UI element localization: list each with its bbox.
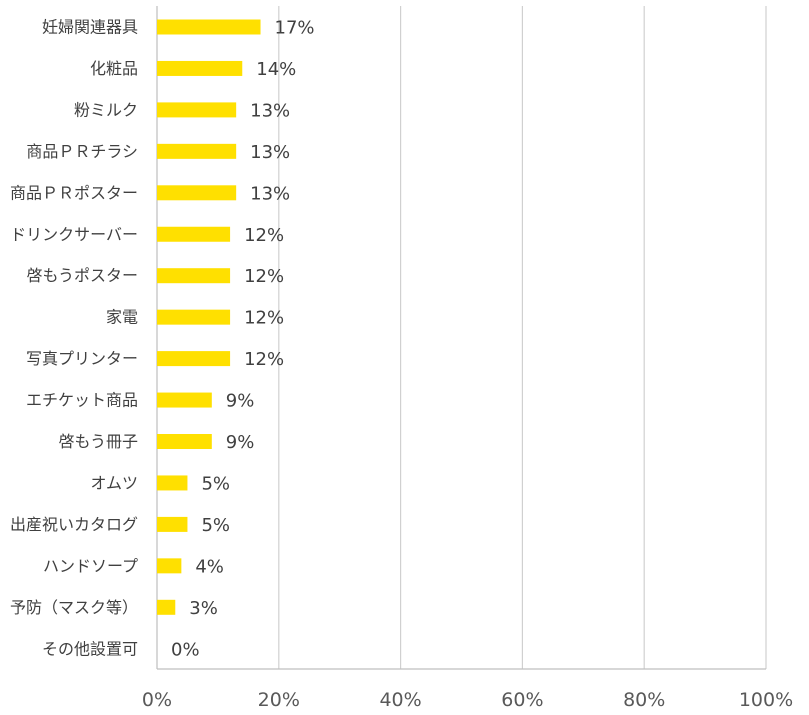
- x-tick-label-20: 20%: [258, 689, 300, 711]
- category-label-7: 啓もうポスター: [26, 266, 138, 285]
- bar-7: [157, 268, 231, 284]
- category-label-6: ドリンクサーバー: [10, 225, 138, 244]
- value-label-11: 9%: [226, 432, 255, 453]
- x-tick-label-80: 80%: [623, 689, 665, 711]
- value-label-1: 17%: [275, 18, 315, 39]
- bar-8: [157, 309, 231, 325]
- bars: [157, 19, 261, 615]
- value-label-16: 0%: [171, 639, 200, 660]
- bar-13: [157, 516, 188, 532]
- bar-6: [157, 226, 231, 242]
- category-label-1: 妊婦関連器具: [42, 18, 138, 37]
- value-labels: 17% 14% 13% 13% 13% 12% 12% 12% 12% 9% 9% 5% 5% 4% 3% 0…: [171, 18, 315, 661]
- category-label-13: 出産祝いカタログ: [10, 515, 138, 534]
- bar-11: [157, 434, 212, 449]
- bar-10: [157, 392, 212, 408]
- category-label-14: ハンドソープ: [43, 556, 138, 575]
- value-label-4: 13%: [250, 142, 290, 163]
- bar-9: [157, 351, 231, 367]
- bar-1: [157, 19, 261, 35]
- value-label-13: 5%: [201, 515, 230, 536]
- x-tick-label-60: 60%: [501, 689, 543, 711]
- value-label-7: 12%: [244, 266, 284, 287]
- bar-12: [157, 475, 188, 491]
- x-tick-label-100: 100%: [739, 689, 793, 711]
- value-label-2: 14%: [256, 59, 296, 80]
- category-label-4: 商品ＰＲチラシ: [26, 142, 138, 161]
- bar-5: [157, 185, 237, 201]
- category-label-15: 予防（マスク等）: [10, 598, 138, 617]
- bar-15: [157, 599, 176, 615]
- grid-lines: [156, 6, 767, 670]
- value-label-15: 3%: [189, 598, 218, 619]
- bar-4: [157, 143, 237, 159]
- category-label-2: 化粧品: [90, 59, 138, 78]
- category-labels: 妊婦関連器具化粧品粉ミルク商品ＰＲチラシ商品ＰＲポスタードリンクサーバー啓もうポ…: [10, 18, 138, 659]
- category-label-3: 粉ミルク: [74, 100, 138, 119]
- value-label-12: 5%: [201, 473, 230, 494]
- category-label-16: その他設置可: [42, 639, 138, 658]
- value-label-10: 9%: [226, 391, 255, 412]
- x-tick-label-0: 0%: [142, 689, 172, 711]
- x-tick-label-40: 40%: [379, 689, 421, 711]
- x-axis-tick-labels: 0% 20% 40% 60% 80% 100%: [142, 689, 793, 711]
- bar-14: [157, 558, 182, 574]
- value-label-9: 12%: [244, 349, 284, 370]
- category-label-8: 家電: [106, 308, 138, 327]
- value-label-6: 12%: [244, 225, 284, 246]
- category-label-11: 啓もう冊子: [58, 432, 138, 451]
- bar-3: [157, 102, 237, 118]
- value-label-8: 12%: [244, 308, 284, 329]
- value-label-14: 4%: [195, 556, 224, 577]
- category-label-5: 商品ＰＲポスター: [10, 183, 138, 202]
- category-label-10: エチケット商品: [26, 391, 138, 410]
- value-label-3: 13%: [250, 100, 290, 121]
- category-label-12: オムツ: [90, 473, 138, 492]
- value-label-5: 13%: [250, 183, 290, 204]
- category-label-9: 写真プリンター: [26, 349, 138, 368]
- bar-2: [157, 60, 243, 76]
